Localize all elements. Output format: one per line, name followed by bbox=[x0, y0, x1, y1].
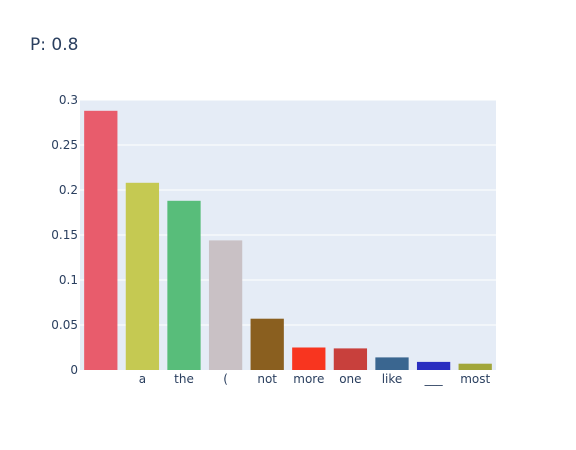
x-tick-label: one bbox=[339, 372, 361, 386]
bar bbox=[84, 110, 118, 371]
bars bbox=[84, 110, 492, 371]
x-tick-label: like bbox=[382, 372, 403, 386]
y-tick-label: 0.15 bbox=[51, 228, 78, 242]
x-tick-label: the bbox=[174, 372, 194, 386]
bar bbox=[333, 348, 368, 370]
bar bbox=[416, 361, 451, 370]
bar bbox=[292, 347, 326, 370]
y-tick-label: 0.1 bbox=[59, 273, 78, 287]
x-tick-label: a bbox=[139, 372, 146, 386]
x-tick-label: not bbox=[257, 372, 277, 386]
x-axis-ticks: a the ( not more one like ___ most bbox=[139, 372, 491, 386]
y-tick-label: 0.2 bbox=[59, 183, 78, 197]
y-tick-label: 0.3 bbox=[59, 93, 78, 107]
x-tick-label: ( bbox=[223, 372, 228, 386]
bar bbox=[375, 357, 409, 370]
bar bbox=[458, 363, 492, 370]
y-axis-ticks: 0 0.05 0.1 0.15 0.2 0.25 0.3 bbox=[51, 93, 78, 377]
x-tick-label: most bbox=[460, 372, 490, 386]
bar bbox=[125, 182, 160, 370]
x-tick-label: ___ bbox=[424, 372, 444, 386]
bar bbox=[250, 318, 284, 370]
y-tick-label: 0.05 bbox=[51, 318, 78, 332]
x-tick-label: more bbox=[293, 372, 324, 386]
y-tick-label: 0.25 bbox=[51, 138, 78, 152]
bar bbox=[208, 240, 243, 370]
bar bbox=[167, 200, 201, 370]
y-tick-label: 0 bbox=[70, 363, 78, 377]
chart-title: P: 0.8 bbox=[30, 35, 78, 55]
